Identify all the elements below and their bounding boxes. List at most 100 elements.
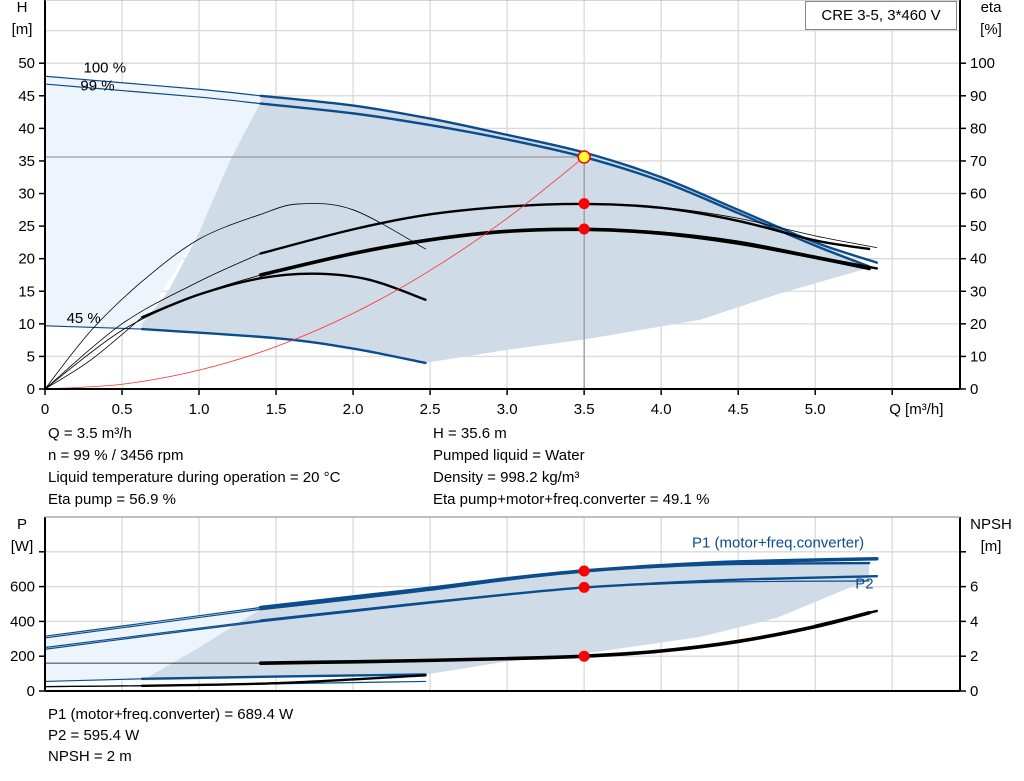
curve-2 bbox=[44, 608, 262, 639]
curve-5 bbox=[140, 327, 427, 365]
y-right-tick-label: 0 bbox=[970, 683, 978, 700]
y-tick-label: 20 bbox=[18, 251, 35, 268]
curve-0 bbox=[44, 606, 262, 637]
x-tick-label: 2.5 bbox=[420, 401, 441, 418]
pump-legend: CRE 3-5, 3*460 V bbox=[805, 1, 957, 30]
curve-label: 99 % bbox=[80, 77, 114, 94]
y-tick-label: 600 bbox=[10, 579, 35, 596]
x-axis-label: Q [m³/h] bbox=[889, 401, 943, 418]
curve-2 bbox=[44, 83, 262, 105]
operating-point-p1 bbox=[578, 565, 590, 577]
x-tick-label: 0 bbox=[41, 401, 49, 418]
x-tick-label: 5.0 bbox=[805, 401, 826, 418]
curve-0 bbox=[44, 75, 262, 97]
x-tick-label: 3.0 bbox=[497, 401, 518, 418]
y-right-tick-label: 20 bbox=[970, 316, 987, 333]
y-right-tick-label: 80 bbox=[970, 120, 987, 137]
curve-14 bbox=[582, 228, 879, 270]
y-tick-label: 45 bbox=[18, 88, 35, 105]
curve-7 bbox=[44, 253, 262, 390]
y-right-tick-label: 40 bbox=[970, 251, 987, 268]
info-head: H = 35.6 m bbox=[433, 425, 507, 442]
operating-area-light bbox=[45, 76, 261, 330]
y-right-tick-label: 70 bbox=[970, 153, 987, 170]
curve-15 bbox=[140, 674, 427, 687]
curve-8 bbox=[44, 678, 143, 683]
info-pumped-liquid: Pumped liquid = Water bbox=[433, 447, 585, 464]
curve-label: 45 % bbox=[67, 310, 101, 327]
info-flow: Q = 3.5 m³/h bbox=[48, 425, 132, 442]
info-eta-pump: Eta pump = 56.9 % bbox=[48, 491, 176, 508]
y-tick-label: 0 bbox=[27, 381, 35, 398]
y-right-tick-label: 100 bbox=[970, 55, 995, 72]
operating-point-duty bbox=[577, 150, 591, 164]
curve-9 bbox=[140, 673, 427, 681]
curve-label: 100 % bbox=[84, 59, 127, 76]
curve-10 bbox=[44, 316, 143, 390]
info-eta-total: Eta pump+motor+freq.converter = 49.1 % bbox=[433, 491, 710, 508]
curve-label: P2 bbox=[855, 575, 873, 592]
y-tick-label: 0 bbox=[27, 683, 35, 700]
x-tick-label: 1.0 bbox=[189, 401, 210, 418]
y-tick-label: 400 bbox=[10, 613, 35, 630]
y-axis-label: P bbox=[17, 516, 27, 533]
curve-14 bbox=[44, 685, 143, 688]
x-tick-label: 4.0 bbox=[651, 401, 672, 418]
operating-area-dark bbox=[142, 562, 870, 681]
operating-point-eta bbox=[578, 223, 590, 235]
info-liquid-temp: Liquid temperature during operation = 20… bbox=[48, 469, 341, 486]
curve-13 bbox=[814, 609, 879, 627]
y-right-tick-label: 2 bbox=[970, 648, 978, 665]
curve-6 bbox=[44, 621, 262, 650]
curve-12 bbox=[44, 274, 262, 390]
y-right-tick-label: 60 bbox=[970, 186, 987, 203]
y-axis-unit: [W] bbox=[11, 538, 34, 555]
info-p2: P2 = 595.4 W bbox=[48, 727, 140, 744]
x-tick-label: 3.5 bbox=[574, 401, 595, 418]
operating-area-dark bbox=[142, 95, 870, 363]
info-density: Density = 998.2 kg/m³ bbox=[433, 469, 580, 486]
y-tick-label: 35 bbox=[18, 153, 35, 170]
operating-point-npsh bbox=[578, 650, 590, 662]
operating-point-p2 bbox=[578, 581, 590, 593]
x-tick-label: 1.5 bbox=[266, 401, 287, 418]
curve-label: P1 (motor+freq.converter) bbox=[692, 534, 864, 551]
y-axis-unit: [m] bbox=[12, 21, 33, 38]
operating-point-eta bbox=[578, 198, 590, 210]
y-tick-label: 40 bbox=[18, 120, 35, 137]
x-tick-label: 4.5 bbox=[728, 401, 749, 418]
y-right-tick-label: 4 bbox=[970, 613, 978, 630]
y-right-axis-label: eta bbox=[981, 0, 1003, 16]
curve-3 bbox=[259, 561, 871, 611]
power-npsh-chart: P1 (motor+freq.converter) P2 0 200 400 600 0 2 4… bbox=[10, 516, 1012, 700]
y-right-tick-label: 10 bbox=[970, 348, 987, 365]
info-npsh: NPSH = 2 m bbox=[48, 748, 132, 765]
info-p1: P1 (motor+freq.converter) = 689.4 W bbox=[48, 706, 294, 723]
y-right-axis-label: NPSH bbox=[970, 516, 1012, 533]
y-tick-label: 5 bbox=[27, 348, 35, 365]
y-right-tick-label: 6 bbox=[970, 579, 978, 596]
curve-9 bbox=[583, 203, 878, 249]
y-tick-label: 50 bbox=[18, 55, 35, 72]
curve-7 bbox=[260, 580, 870, 623]
curve-6 bbox=[44, 203, 426, 390]
y-axis-label: H bbox=[17, 0, 28, 16]
y-tick-label: 10 bbox=[18, 316, 35, 333]
y-tick-label: 200 bbox=[10, 648, 35, 665]
head-eta-chart: 100 %99 % 45 % 0 5 10 15 20 25 30 35 40 45 50 0 10 20 30… bbox=[12, 0, 1003, 418]
y-tick-label: 30 bbox=[18, 186, 35, 203]
y-right-axis-unit: [m] bbox=[981, 538, 1002, 555]
curve-4 bbox=[44, 619, 262, 649]
x-tick-label: 2.0 bbox=[343, 401, 364, 418]
y-tick-label: 15 bbox=[18, 283, 35, 300]
y-right-tick-label: 90 bbox=[970, 88, 987, 105]
y-right-tick-label: 0 bbox=[970, 381, 978, 398]
info-speed: n = 99 % / 3456 rpm bbox=[48, 447, 184, 464]
x-tick-label: 0.5 bbox=[112, 401, 133, 418]
y-right-tick-label: 30 bbox=[970, 283, 987, 300]
y-tick-label: 25 bbox=[18, 218, 35, 235]
curve-15 bbox=[44, 156, 585, 390]
y-right-tick-label: 50 bbox=[970, 218, 987, 235]
y-right-axis-unit: [%] bbox=[980, 21, 1002, 38]
